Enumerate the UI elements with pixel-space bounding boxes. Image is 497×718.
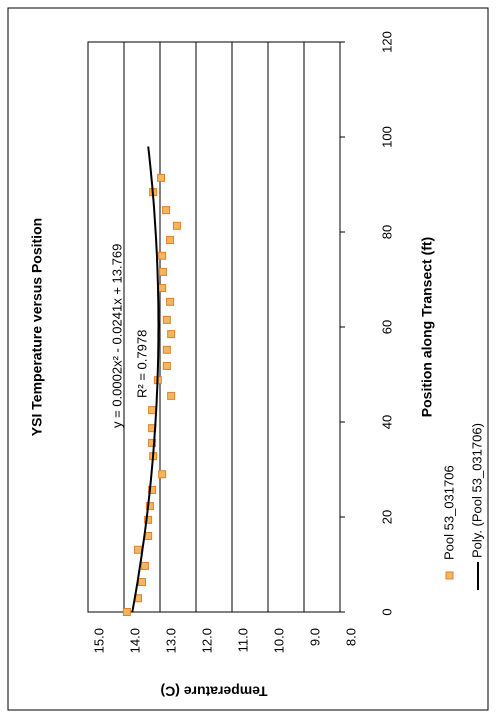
- trendline: [131, 146, 160, 613]
- y-tick-label: 13.0: [163, 628, 178, 653]
- x-tick-label: 40: [379, 415, 394, 429]
- point: [167, 391, 176, 400]
- y-tick-label: 11.0: [235, 628, 250, 652]
- x-tick-label: 60: [379, 320, 394, 334]
- point: [158, 267, 167, 276]
- point: [166, 236, 175, 245]
- y-tick-label: 9.0: [307, 628, 322, 646]
- rotated-chart: YSI Temperature versus Position Position…: [7, 7, 489, 711]
- point: [162, 206, 171, 215]
- y-tick-label: 15.0: [91, 628, 106, 653]
- y-tick-label: 10.0: [271, 628, 286, 653]
- x-tick-label: 100: [379, 126, 394, 148]
- trend-r-squared: R² = 0.7978: [134, 330, 149, 398]
- point: [158, 251, 167, 260]
- point: [158, 284, 167, 293]
- y-axis-title: Temperature (C): [160, 683, 267, 699]
- point: [122, 608, 131, 616]
- point: [134, 545, 143, 554]
- x-tick-label: 0: [379, 608, 394, 615]
- point: [157, 173, 166, 182]
- y-tick-label: 12.0: [199, 628, 214, 653]
- point: [140, 561, 149, 570]
- point: [162, 361, 171, 370]
- trend-equation: y = 0.0002x² - 0.0241x + 13.769: [109, 244, 124, 428]
- x-tick-label: 120: [379, 31, 394, 53]
- x-tick-label: 80: [379, 225, 394, 239]
- x-tick-label: 20: [379, 510, 394, 524]
- point: [158, 470, 167, 479]
- y-tick-label: 8.0: [343, 628, 358, 646]
- legend-label: Pool 53_031706: [441, 465, 456, 560]
- plot-frame: [87, 41, 341, 613]
- point: [172, 221, 181, 230]
- point: [162, 315, 171, 324]
- chart-border: [7, 7, 489, 711]
- x-axis-title: Position along Transect (ft): [419, 237, 435, 417]
- point: [138, 578, 146, 587]
- point: [148, 406, 157, 415]
- point: [167, 330, 176, 339]
- point: [166, 297, 175, 306]
- legend-label: Poly. (Pool 53_031706): [469, 423, 484, 558]
- point: [162, 345, 171, 354]
- chart-title: YSI Temperature versus Position: [29, 218, 45, 436]
- y-tick-label: 14.0: [127, 628, 142, 653]
- legend-marker: [445, 571, 454, 580]
